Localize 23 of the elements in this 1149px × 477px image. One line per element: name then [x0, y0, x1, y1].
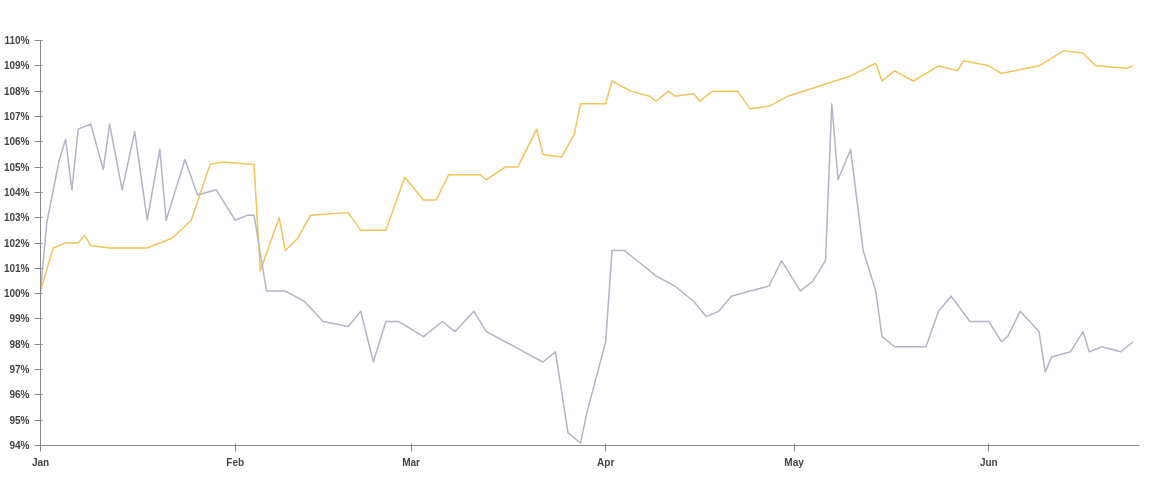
y-tick-label: 109%: [3, 60, 30, 72]
y-tick-label: 102%: [3, 237, 30, 249]
x-tick-label: Jun: [979, 456, 998, 468]
y-tick-label: 98%: [9, 338, 30, 350]
y-tick-label: 101%: [3, 262, 30, 274]
x-tick-label: Mar: [402, 456, 421, 468]
y-tick-label: 94%: [9, 440, 30, 451]
y-tick-label: 107%: [3, 110, 30, 122]
y-tick-label: 104%: [3, 186, 30, 198]
y-tick-label: 105%: [3, 161, 30, 173]
y-tick-label: 110%: [4, 35, 30, 46]
x-tick-label: Jan: [31, 456, 50, 468]
y-tick-label: 99%: [9, 313, 30, 325]
y-tick-label: 96%: [9, 389, 30, 401]
y-tick-label: 95%: [9, 414, 30, 426]
x-tick-label: May: [784, 456, 805, 468]
y-tick-label: 97%: [9, 364, 30, 376]
x-tick-label: Apr: [597, 456, 615, 468]
y-tick-label: 108%: [3, 85, 30, 97]
y-tick-label: 106%: [3, 136, 30, 148]
x-tick-label: Feb: [226, 456, 245, 468]
y-tick-label: 103%: [3, 212, 30, 224]
y-tick-label: 100%: [3, 288, 30, 300]
